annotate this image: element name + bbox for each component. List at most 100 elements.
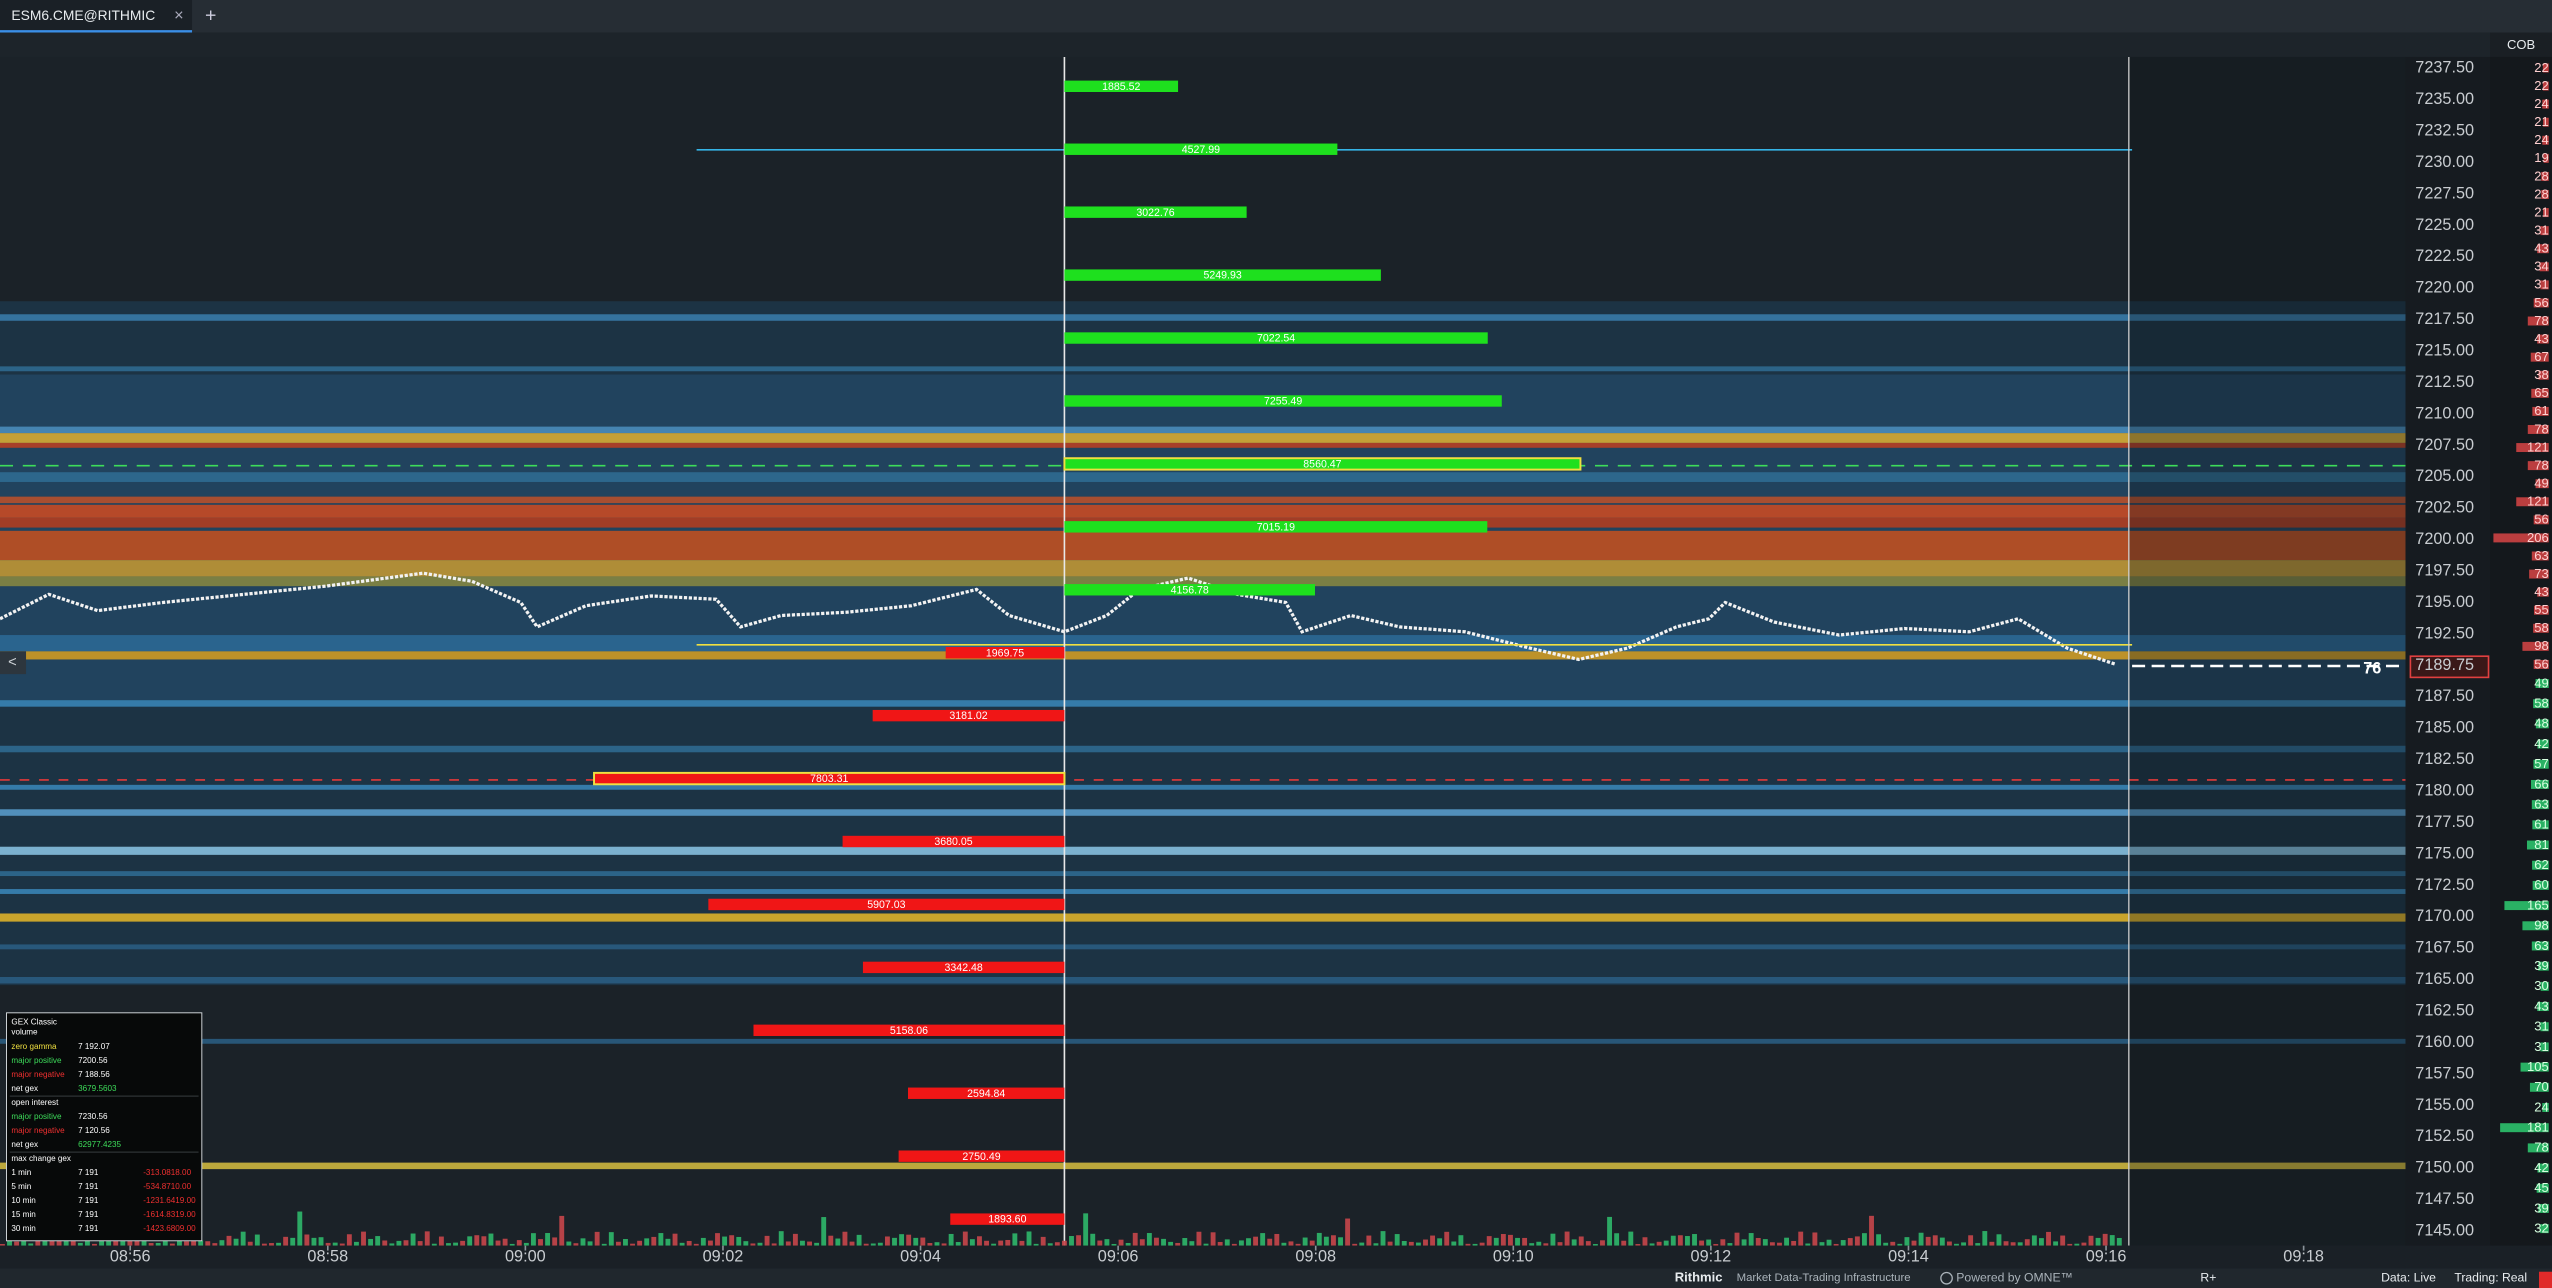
volume-bar: [488, 1233, 494, 1246]
volume-bar: [899, 1234, 905, 1246]
volume-bar: [1812, 1232, 1818, 1246]
collapse-icon[interactable]: <: [8, 655, 17, 671]
volume-bar: [0, 1244, 5, 1246]
cob-bar: [2539, 262, 2549, 272]
price-axis: 7237.50 7235.00 7232.50 7230.00 7227.50 7225.…: [2415, 59, 2474, 1240]
cob-bar: [2537, 1002, 2549, 1012]
volume-bar: [814, 1242, 820, 1246]
gex-bar: [1064, 332, 1488, 344]
volume-bar: [2109, 1235, 2115, 1246]
panel-key: 1 min: [11, 1168, 31, 1177]
panel-value: 7 188.56: [78, 1070, 110, 1079]
panel-change: -1231.6419.00: [143, 1196, 196, 1205]
tab-bar: [0, 0, 2552, 33]
volume-bar: [2060, 1235, 2066, 1246]
cob-value: 67: [2534, 349, 2548, 364]
volume-bar: [1628, 1231, 1634, 1246]
cob-value: 28: [2534, 186, 2548, 201]
volume-bar: [757, 1242, 763, 1246]
volume-bar: [1798, 1231, 1804, 1246]
volume-bar: [1331, 1235, 1336, 1246]
cob-value: 49: [2534, 476, 2548, 491]
volume-bar: [1069, 1236, 1074, 1246]
gex-bar: [1064, 269, 1381, 281]
volume-bar: [1408, 1241, 1414, 1246]
panel-value: 7 191: [78, 1196, 99, 1205]
add-tab[interactable]: +: [205, 4, 216, 26]
volume-bar: [545, 1233, 551, 1246]
volume-bar: [1805, 1243, 1811, 1246]
cob-value: 60: [2534, 877, 2548, 892]
panel-value: 7 120.56: [78, 1126, 110, 1135]
volume-bar: [764, 1235, 770, 1246]
price-label: 7145.00: [2415, 1221, 2474, 1239]
cob-header: COB: [2507, 37, 2535, 52]
tab-title[interactable]: ESM6.CME@RITHMIC: [11, 7, 155, 23]
panel-key: zero gamma: [11, 1042, 57, 1051]
volume-bar: [1281, 1242, 1287, 1246]
price-label: 7155.00: [2415, 1096, 2474, 1114]
cob-value: 43: [2534, 998, 2548, 1013]
volume-bar: [1076, 1235, 1082, 1246]
price-label: 7200.00: [2415, 530, 2474, 548]
cob-bar: [2531, 800, 2549, 810]
cob-value: 181: [2527, 1120, 2549, 1135]
time-label: 09:16: [2086, 1247, 2127, 1265]
volume-bar: [2053, 1241, 2059, 1246]
volume-bar: [1366, 1235, 1372, 1246]
volume-bar: [1833, 1243, 1839, 1246]
footer-data: Data: Live: [2381, 1270, 2436, 1284]
collapse-button[interactable]: [0, 651, 27, 675]
volume-bar: [1493, 1237, 1499, 1246]
volume-bar: [1302, 1237, 1308, 1246]
volume-bar: [608, 1232, 614, 1246]
volume-bar: [1154, 1237, 1159, 1246]
cob-bar: [2535, 719, 2549, 729]
cob-bar: [2540, 981, 2549, 991]
volume-bar: [318, 1237, 324, 1246]
panel-key: major negative: [11, 1126, 65, 1135]
volume-bar: [77, 1242, 83, 1246]
panel-value: 7 191: [78, 1210, 99, 1219]
price-label: 7225.00: [2415, 216, 2474, 234]
volume-bar: [212, 1243, 218, 1246]
volume-bar: [530, 1233, 536, 1246]
cob-value: 42: [2534, 1160, 2548, 1175]
volume-bar: [651, 1236, 657, 1246]
volume-bar: [2003, 1241, 2009, 1246]
volume-bar: [1578, 1236, 1584, 1246]
volume-bar: [941, 1243, 947, 1246]
panel-key: 10 min: [11, 1196, 35, 1205]
volume-bar: [913, 1237, 919, 1246]
volume-bar: [828, 1235, 834, 1246]
volume-bar: [955, 1242, 961, 1246]
tab[interactable]: [0, 0, 193, 33]
volume-bar: [424, 1231, 430, 1246]
cob-column: 22 22 24 21 24 19 28 28 21 31 43 34 31 56 78 43 67 38 65 61…: [2493, 60, 2549, 1235]
volume-bar: [559, 1215, 565, 1246]
heatmap: [0, 56, 2406, 1246]
volume-bar: [1061, 1240, 1067, 1246]
volume-bar: [807, 1241, 812, 1246]
cob-value: 38: [2534, 367, 2548, 382]
price-label: 7182.50: [2415, 750, 2474, 768]
cob-value: 43: [2534, 241, 2548, 256]
volume-bar: [410, 1233, 416, 1246]
volume-bar: [1607, 1216, 1613, 1246]
volume-bar: [679, 1242, 685, 1246]
price-label: 7210.00: [2415, 404, 2474, 422]
tab-close[interactable]: ×: [174, 7, 183, 25]
panel-title: GEX Classic: [11, 1018, 57, 1027]
price-label: 7185.00: [2415, 719, 2474, 737]
volume-bar: [1182, 1238, 1188, 1246]
cob-bar: [2531, 941, 2549, 951]
volume-bar: [1458, 1235, 1464, 1246]
cob-value: 98: [2534, 638, 2548, 653]
volume-bar: [254, 1234, 260, 1246]
volume-bar: [906, 1234, 912, 1246]
heat-band: [0, 442, 2406, 448]
volume-bar: [1323, 1236, 1329, 1246]
cob-bar: [2531, 551, 2549, 561]
volume-bar: [1189, 1241, 1195, 1246]
